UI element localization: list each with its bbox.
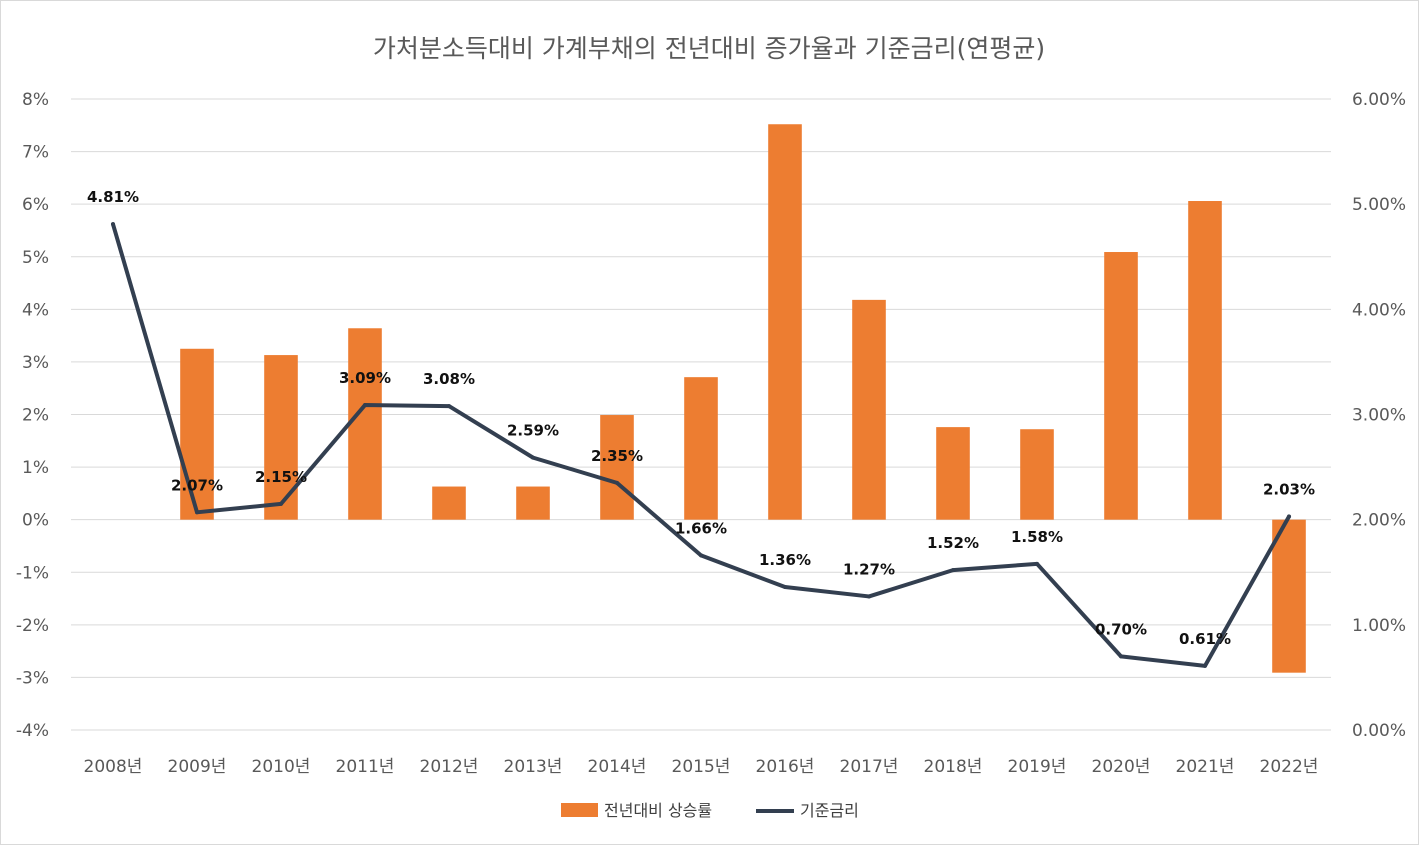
line-point-2015년 [699,553,703,558]
category-label: 2019년 [1008,757,1067,777]
left-tick-label: -2% [16,616,49,636]
left-tick-label: -1% [16,563,49,583]
category-label: 2022년 [1260,757,1319,777]
data-label-2017년: 1.27% [843,560,895,578]
bar-2012년 [432,486,466,520]
line-point-2017년 [867,594,871,599]
left-tick-label: 4% [22,300,49,320]
line-point-2020년 [1119,654,1123,659]
category-label: 2014년 [588,757,647,777]
right-tick-label: 4.00% [1352,300,1406,320]
bar-2010년 [264,355,298,520]
line-point-2011년 [363,403,367,408]
bar-2017년 [852,299,886,520]
bar-2015년 [684,377,718,520]
data-label-2011년: 3.09% [339,369,391,387]
left-tick-label: 2% [22,406,49,426]
left-tick-label: 3% [22,353,49,373]
legend-line-label: 기준금리 [800,801,859,820]
category-label: 2012년 [420,757,479,777]
category-label: 2009년 [168,757,227,777]
right-axis: 0.00% 1.00% 2.00% 3.00% 4.00% 5.00% 6.00% [1352,90,1406,741]
category-label: 2010년 [252,757,311,777]
data-label-2019년: 1.58% [1011,528,1063,546]
left-axis: -4% -3% -2% -1% 0% 1% 2% 3% 4% 5% 6% 7% 8% [16,90,49,741]
right-tick-label: 0.00% [1352,721,1406,741]
left-tick-label: -4% [16,721,49,741]
right-tick-label: 3.00% [1352,406,1406,426]
category-label: 2020년 [1092,757,1151,777]
bar-2020년 [1104,252,1138,520]
bar-2014년 [600,415,634,520]
left-tick-label: 1% [22,458,49,478]
line-point-2010년 [279,501,283,506]
category-label: 2013년 [504,757,563,777]
category-label: 2008년 [84,757,143,777]
data-label-2013년: 2.59% [507,422,559,440]
data-label-2020년: 0.70% [1095,620,1147,638]
bar-2019년 [1020,429,1054,520]
bar-series [180,124,1306,673]
bar-2018년 [936,427,970,520]
line-point-2014년 [615,480,619,485]
line-point-2008년 [111,222,115,227]
line-point-2018년 [951,568,955,573]
left-tick-label: 7% [22,143,49,163]
left-tick-label: 8% [22,90,49,110]
data-label-2012년: 3.08% [423,370,475,388]
category-label: 2017년 [840,757,899,777]
right-tick-label: 6.00% [1352,90,1406,110]
right-tick-label: 5.00% [1352,195,1406,215]
line-point-2012년 [447,404,451,409]
line-point-2021년 [1203,663,1207,668]
data-label-2015년: 1.66% [675,519,727,537]
line-point-2013년 [531,455,535,460]
line-series [111,222,1291,668]
data-label-2014년: 2.35% [591,447,643,465]
line-point-2019년 [1035,561,1039,566]
category-axis: 2008년 2009년 2010년 2011년 2012년 2013년 2014년 2015년… [84,757,1319,777]
legend[interactable]: 전년대비 상승률 기준금리 [561,801,859,820]
line-point-2022년 [1287,514,1291,519]
bar-2021년 [1188,201,1222,520]
bar-2011년 [348,328,382,520]
category-label: 2015년 [672,757,731,777]
line-point-2009년 [195,510,199,515]
category-label: 2016년 [756,757,815,777]
left-tick-label: 6% [22,195,49,215]
legend-bar-label: 전년대비 상승률 [604,801,712,820]
data-label-2016년: 1.36% [759,551,811,569]
right-tick-label: 1.00% [1352,616,1406,636]
data-label-2021년: 0.61% [1179,630,1231,648]
data-label-2008년: 4.81% [87,188,139,206]
bar-2013년 [516,486,550,520]
chart-title: 가처분소득대비 가계부채의 전년대비 증가율과 기준금리(연평균) [373,34,1045,63]
data-label-2009년: 2.07% [171,476,223,494]
bar-2022년 [1272,519,1306,673]
left-tick-label: -3% [16,668,49,688]
category-label: 2018년 [924,757,983,777]
data-label-2010년: 2.15% [255,468,307,486]
legend-bar-swatch [561,803,598,817]
data-label-2022년: 2.03% [1263,481,1315,499]
category-label: 2021년 [1176,757,1235,777]
data-label-2018년: 1.52% [927,534,979,552]
right-tick-label: 2.00% [1352,511,1406,531]
category-label: 2011년 [336,757,395,777]
left-tick-label: 0% [22,511,49,531]
left-tick-label: 5% [22,248,49,268]
data-labels: 4.81% 2.07% 2.15% 3.09% 3.08% 2.59% 2.35% 1.66%… [87,188,1315,648]
bar-2016년 [768,124,802,520]
bar-2009년 [180,348,214,520]
line-point-2016년 [783,584,787,589]
